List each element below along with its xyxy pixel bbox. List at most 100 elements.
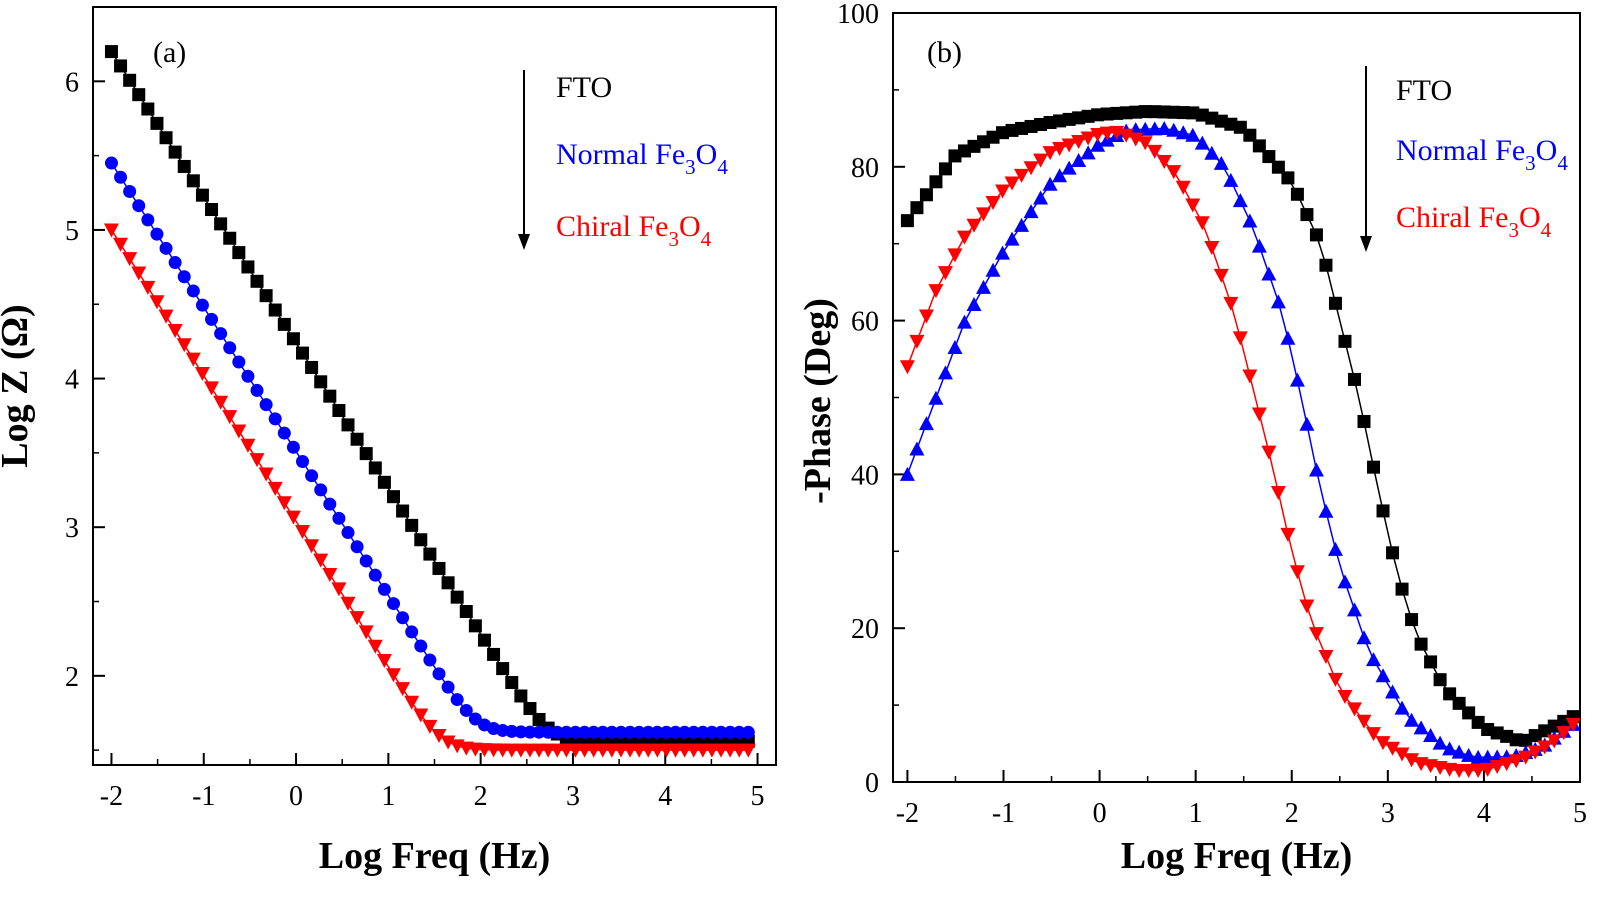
series-normal-fe3o4: [104, 156, 755, 739]
marker-square: [1357, 414, 1371, 428]
marker-triangle-down: [276, 496, 292, 511]
x-tick-label: 2: [474, 781, 488, 812]
legend-entry-fto: FTO: [1396, 74, 1452, 107]
marker-triangle-down: [1299, 599, 1315, 614]
marker-circle: [623, 725, 637, 739]
marker-square: [368, 461, 382, 475]
marker-triangle-up: [1327, 541, 1343, 556]
series-fto: [900, 105, 1580, 747]
marker-triangle-up: [995, 245, 1011, 260]
marker-circle: [341, 526, 355, 540]
marker-square: [232, 246, 246, 260]
y-tick-label: 3: [65, 513, 79, 544]
marker-circle: [532, 725, 546, 739]
panel-label: (b): [927, 36, 962, 69]
x-tick-label: 1: [381, 781, 395, 812]
marker-triangle-up: [1394, 700, 1410, 715]
marker-circle: [614, 725, 628, 739]
marker-triangle-down: [340, 596, 356, 611]
y-tick-label: 80: [851, 153, 879, 184]
marker-square: [241, 260, 255, 274]
marker-triangle-up: [1346, 602, 1362, 617]
marker-square: [377, 475, 391, 489]
marker-triangle-up: [1194, 135, 1210, 150]
marker-triangle-up: [1423, 727, 1439, 742]
marker-triangle-down: [1147, 144, 1163, 159]
marker-circle: [605, 725, 619, 739]
marker-square: [1252, 139, 1266, 153]
marker-triangle-up: [1014, 217, 1030, 232]
marker-circle: [350, 540, 364, 554]
marker-circle: [705, 725, 719, 739]
marker-circle: [259, 398, 273, 412]
marker-square: [414, 533, 428, 547]
marker-triangle-down: [956, 230, 972, 245]
marker-triangle-down: [1499, 757, 1515, 772]
marker-triangle-down: [431, 729, 447, 744]
marker-square: [150, 116, 164, 130]
marker-square: [104, 45, 118, 59]
marker-circle: [396, 611, 410, 625]
marker-triangle-up: [1432, 735, 1448, 750]
marker-triangle-down: [376, 654, 392, 669]
marker-triangle-down: [413, 708, 429, 723]
marker-circle: [386, 597, 400, 611]
marker-triangle-up: [1280, 330, 1296, 345]
marker-circle: [559, 725, 573, 739]
marker-triangle-down: [185, 352, 201, 367]
marker-triangle-down: [231, 424, 247, 439]
marker-square: [332, 404, 346, 418]
marker-triangle-up: [1033, 190, 1049, 205]
marker-triangle-up: [1204, 145, 1220, 160]
marker-circle: [641, 725, 655, 739]
marker-triangle-down: [985, 195, 1001, 210]
marker-triangle-down: [1518, 750, 1534, 765]
marker-square: [1433, 673, 1447, 687]
marker-circle: [141, 213, 155, 227]
marker-triangle-up: [1242, 213, 1258, 228]
marker-triangle-down: [740, 743, 756, 758]
x-tick-label: 3: [566, 781, 580, 812]
y-tick-label: 20: [851, 614, 879, 645]
marker-square: [1328, 296, 1342, 310]
legend-entry-normal: Normal Fe3O4: [1396, 134, 1568, 175]
marker-triangle-down: [1166, 165, 1182, 180]
marker-triangle-up: [966, 297, 982, 312]
x-tick-label: 5: [751, 781, 765, 812]
marker-triangle-up: [1375, 668, 1391, 683]
marker-circle: [159, 241, 173, 255]
x-tick-label: 5: [1573, 798, 1587, 829]
marker-square: [1395, 582, 1409, 596]
marker-triangle-down: [122, 252, 138, 267]
marker-triangle-down: [313, 553, 329, 568]
marker-triangle-up: [1052, 168, 1068, 183]
marker-triangle-down: [1185, 198, 1201, 213]
marker-triangle-down: [947, 248, 963, 263]
marker-triangle-down: [1137, 136, 1153, 151]
marker-square: [1414, 637, 1428, 651]
x-axis-title: Log Freq (Hz): [1121, 835, 1352, 877]
marker-circle: [305, 469, 319, 483]
marker-triangle-down: [158, 309, 174, 324]
marker-triangle-down: [976, 207, 992, 222]
marker-circle: [659, 725, 673, 739]
marker-triangle-up: [909, 441, 925, 456]
marker-square: [432, 561, 446, 575]
marker-triangle-down: [1118, 128, 1134, 143]
marker-square: [1300, 208, 1314, 222]
marker-triangle-up: [1299, 416, 1315, 431]
marker-square: [1376, 504, 1390, 518]
marker-circle: [314, 483, 328, 497]
legend-entry-chiral: Chiral Fe3O4: [1396, 201, 1552, 242]
marker-circle: [741, 725, 755, 739]
marker-triangle-up: [1004, 231, 1020, 246]
marker-triangle-up: [937, 365, 953, 380]
marker-square: [1424, 655, 1438, 669]
marker-triangle-down: [1061, 138, 1077, 153]
marker-square: [929, 175, 943, 189]
marker-square: [305, 360, 319, 374]
marker-square: [350, 432, 364, 446]
marker-circle: [114, 170, 128, 184]
marker-circle: [632, 725, 646, 739]
